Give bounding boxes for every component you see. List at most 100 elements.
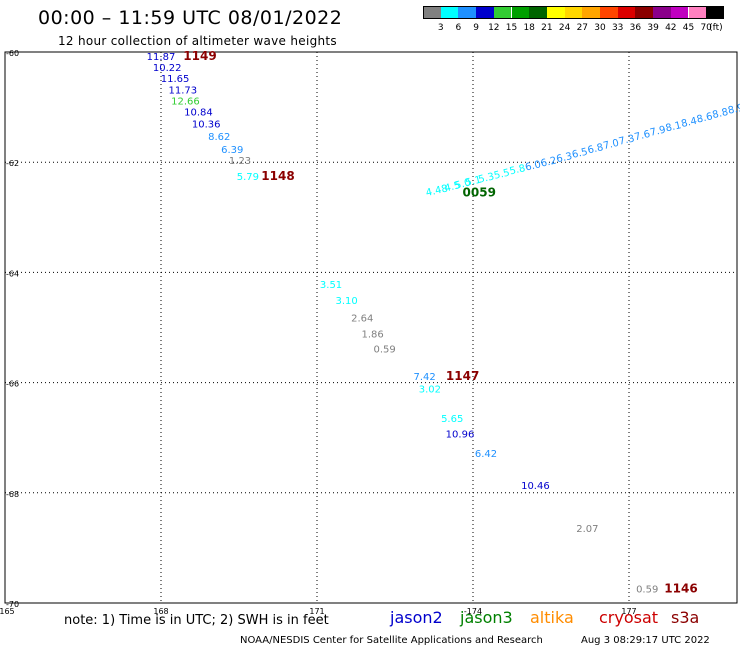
colorbar-swatch — [511, 6, 530, 19]
wave-height-label: 1.86 — [362, 330, 384, 341]
wave-height-label: 8.8 — [711, 107, 729, 121]
wave-height-label: 10.46 — [521, 481, 550, 492]
satellite-legend-jason2: jason2 — [390, 608, 443, 627]
colorbar-label: (ft) — [709, 23, 723, 33]
footer-credit: NOAA/NESDIS Center for Satellite Applica… — [240, 635, 543, 646]
wave-height-label: 0.59 — [636, 585, 658, 596]
satellite-legend-s3a: s3a — [671, 608, 700, 627]
plot-frame — [4, 51, 738, 604]
wave-height-label: 7.9 — [649, 125, 667, 139]
grid-lines — [4, 51, 738, 604]
colorbar-swatch — [706, 6, 724, 19]
colorbar-swatch — [688, 6, 707, 19]
footer-timestamp: Aug 3 08:29:17 UTC 2022 — [581, 635, 710, 646]
y-tick-label: -60 — [6, 49, 19, 58]
colorbar-swatch — [653, 6, 671, 19]
wave-height-label: 8.9 — [727, 103, 740, 117]
chart-title: 00:00 – 11:59 UTC 08/01/2022 — [38, 7, 343, 29]
colorbar-swatch — [529, 6, 547, 19]
pass-time-label: 1147 — [446, 369, 479, 383]
wave-height-label: 4.5 — [444, 180, 462, 194]
colorbar-label: 42 — [665, 23, 677, 33]
colorbar-label: 27 — [576, 23, 589, 33]
wave-height-label: 8.6 — [696, 111, 714, 125]
colorbar-label: 9 — [473, 23, 479, 33]
y-tick-label: -64 — [6, 269, 19, 278]
wave-height-label: 10.36 — [192, 120, 221, 131]
wave-height-label: 5.5 — [493, 168, 511, 182]
wave-height-label: 8.62 — [208, 132, 230, 143]
colorbar-label: 12 — [488, 23, 500, 33]
x-tick-label: 168 — [153, 607, 168, 616]
wave-height-label: 8.1 — [665, 120, 683, 134]
satellite-legend-jason3: jason3 — [460, 608, 513, 627]
wave-height-label: 3.51 — [320, 280, 342, 291]
wave-height-label: 5.1 — [464, 175, 482, 189]
y-tick-label: -68 — [6, 490, 19, 499]
colorbar-label: 70 — [700, 23, 712, 33]
wave-height-label: 6.42 — [475, 449, 497, 460]
axis-ticks: 168 171 -174 177 165 -60 -62 -64 -66 -68 -70 — [0, 49, 637, 616]
colorbar-swatch — [493, 6, 512, 19]
colorbar-swatch — [458, 6, 477, 19]
wave-height-label: 7.6 — [633, 129, 651, 143]
pass-times: 1149 1148 0059 1147 1146 — [183, 49, 697, 596]
colorbar-swatch — [476, 6, 494, 19]
wave-height-label: 6.2 — [540, 155, 558, 169]
wave-height-label: 2.07 — [576, 524, 598, 535]
wave-height-label: 0.59 — [373, 344, 395, 355]
wave-height-label: 7.0 — [602, 138, 620, 152]
colorbar-swatch — [670, 6, 689, 19]
wave-height-label: 6.5 — [571, 147, 589, 161]
x-tick-label: 171 — [309, 607, 324, 616]
wave-height-label: 12.66 — [171, 96, 200, 107]
pass-time-label: 1148 — [261, 169, 294, 183]
colorbar-label: 36 — [629, 23, 642, 33]
colorbar-swatch — [600, 6, 618, 19]
wave-height-label: 3.02 — [419, 385, 441, 396]
colorbar-swatch — [440, 6, 459, 19]
wave-height-label: 7.3 — [618, 133, 636, 147]
wave-height-label: 3.10 — [336, 296, 358, 307]
colorbar-label: 6 — [455, 23, 462, 33]
colorbar-label: 39 — [647, 23, 659, 33]
colorbar-swatch — [546, 6, 565, 19]
colorbar-swatch — [423, 6, 441, 19]
y-tick-label: -70 — [6, 600, 19, 609]
wave-height-label: 5.8 — [509, 163, 527, 177]
wave-height-label: 5.0 — [454, 177, 472, 191]
wave-height-label: 2.64 — [351, 314, 373, 325]
wave-height-label: 11.87 — [147, 52, 176, 63]
x-tick-label: -174 — [464, 607, 482, 616]
colorbar-label: 3 — [437, 23, 444, 33]
x-tick-label: 177 — [621, 607, 636, 616]
wave-height-label: 6.0 — [524, 159, 542, 173]
y-tick-label: -66 — [6, 380, 19, 389]
wave-height-label: 5.65 — [441, 414, 463, 425]
legend-note: note: 1) Time is in UTC; 2) SWH is in fe… — [64, 613, 329, 628]
wave-height-label: 8.4 — [680, 116, 698, 130]
wave-height-label: 10.96 — [446, 429, 475, 440]
colorbar-label: 33 — [611, 23, 624, 33]
wave-height-label: 7.42 — [414, 372, 436, 383]
chart-subtitle: 12 hour collection of altimeter wave hei… — [58, 34, 337, 48]
pass-time-label: 1146 — [664, 582, 697, 596]
y-tick-label: -62 — [6, 159, 19, 168]
colorbar-swatch — [617, 6, 636, 19]
satellite-legend-cryosat: cryosat — [599, 608, 659, 627]
colorbar-label: 45 — [682, 23, 695, 33]
colorbar-label: 15 — [505, 23, 518, 33]
wave-height-label: 1.23 — [229, 156, 251, 167]
colorbar-label: 18 — [523, 23, 535, 33]
colorbar-outline — [423, 6, 724, 19]
colorbar-label: 30 — [594, 23, 606, 33]
wave-height-label: 6.8 — [587, 142, 605, 156]
wave-height-label: 11.65 — [161, 74, 190, 85]
colorbar-swatch — [582, 6, 600, 19]
colorbar-label: 24 — [558, 23, 571, 33]
colorbar-swatch — [564, 6, 583, 19]
wave-height-label: 6.3 — [555, 151, 573, 165]
pass-time-label: 1149 — [183, 49, 216, 63]
